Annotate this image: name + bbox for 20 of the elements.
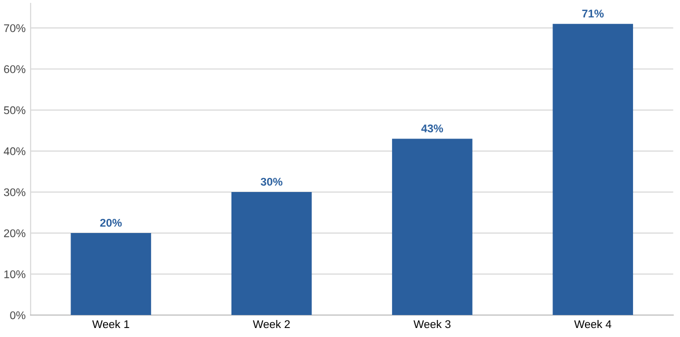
bar	[70, 233, 152, 316]
x-tick-label: Week 4	[574, 320, 612, 328]
y-tick-label: 50%	[4, 106, 26, 114]
y-tick-label: 30%	[4, 188, 26, 196]
y-tick-label: 0%	[10, 311, 26, 320]
y-tick-label: 70%	[4, 24, 26, 32]
y-tick-label: 40%	[4, 147, 26, 156]
bar	[392, 138, 472, 316]
data-label: 71%	[582, 10, 604, 18]
bar	[552, 24, 634, 316]
data-label: 43%	[421, 124, 444, 132]
y-tick-label: 20%	[4, 229, 26, 238]
data-label: 30%	[260, 178, 282, 186]
data-label: 20%	[100, 218, 122, 227]
x-tick-label: Week 3	[414, 320, 450, 328]
y-tick-label: 60%	[4, 65, 26, 74]
x-tick-label: Week 2	[252, 320, 290, 328]
y-tick-label: 10%	[4, 270, 26, 278]
bar	[231, 192, 312, 316]
x-tick-label: Week 1	[92, 320, 130, 328]
